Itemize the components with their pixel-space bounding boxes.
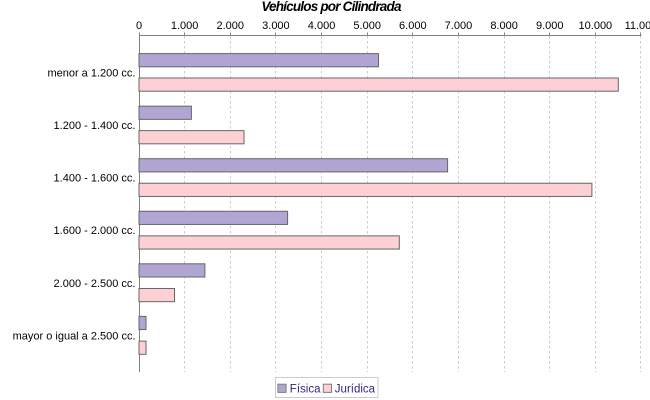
svg-text:7.000: 7.000 (445, 20, 473, 32)
svg-text:11.000: 11.000 (625, 20, 650, 32)
svg-text:Vehículos por Cilindrada: Vehículos por Cilindrada (261, 0, 402, 14)
svg-text:5.000: 5.000 (353, 20, 381, 32)
svg-text:mayor o igual a 2.500 cc.: mayor o igual a 2.500 cc. (13, 330, 136, 342)
svg-text:3.000: 3.000 (262, 20, 290, 32)
svg-text:2.000 - 2.500 cc.: 2.000 - 2.500 cc. (54, 278, 136, 290)
svg-text:8.000: 8.000 (490, 20, 518, 32)
svg-text:0: 0 (136, 20, 142, 32)
svg-text:1.400 - 1.600 cc.: 1.400 - 1.600 cc. (54, 173, 136, 185)
svg-text:6.000: 6.000 (399, 20, 427, 32)
svg-text:Jurídica: Jurídica (335, 383, 376, 395)
svg-text:menor a 1.200 cc.: menor a 1.200 cc. (47, 67, 135, 79)
svg-text:2.000: 2.000 (217, 20, 245, 32)
svg-text:1.200 - 1.400 cc.: 1.200 - 1.400 cc. (54, 120, 136, 132)
svg-text:4.000: 4.000 (308, 20, 336, 32)
svg-text:1.600 - 2.000 cc.: 1.600 - 2.000 cc. (54, 225, 136, 237)
svg-text:Física: Física (290, 383, 321, 395)
svg-text:10.000: 10.000 (579, 20, 613, 32)
svg-text:1.000: 1.000 (171, 20, 199, 32)
svg-text:9.000: 9.000 (536, 20, 564, 32)
